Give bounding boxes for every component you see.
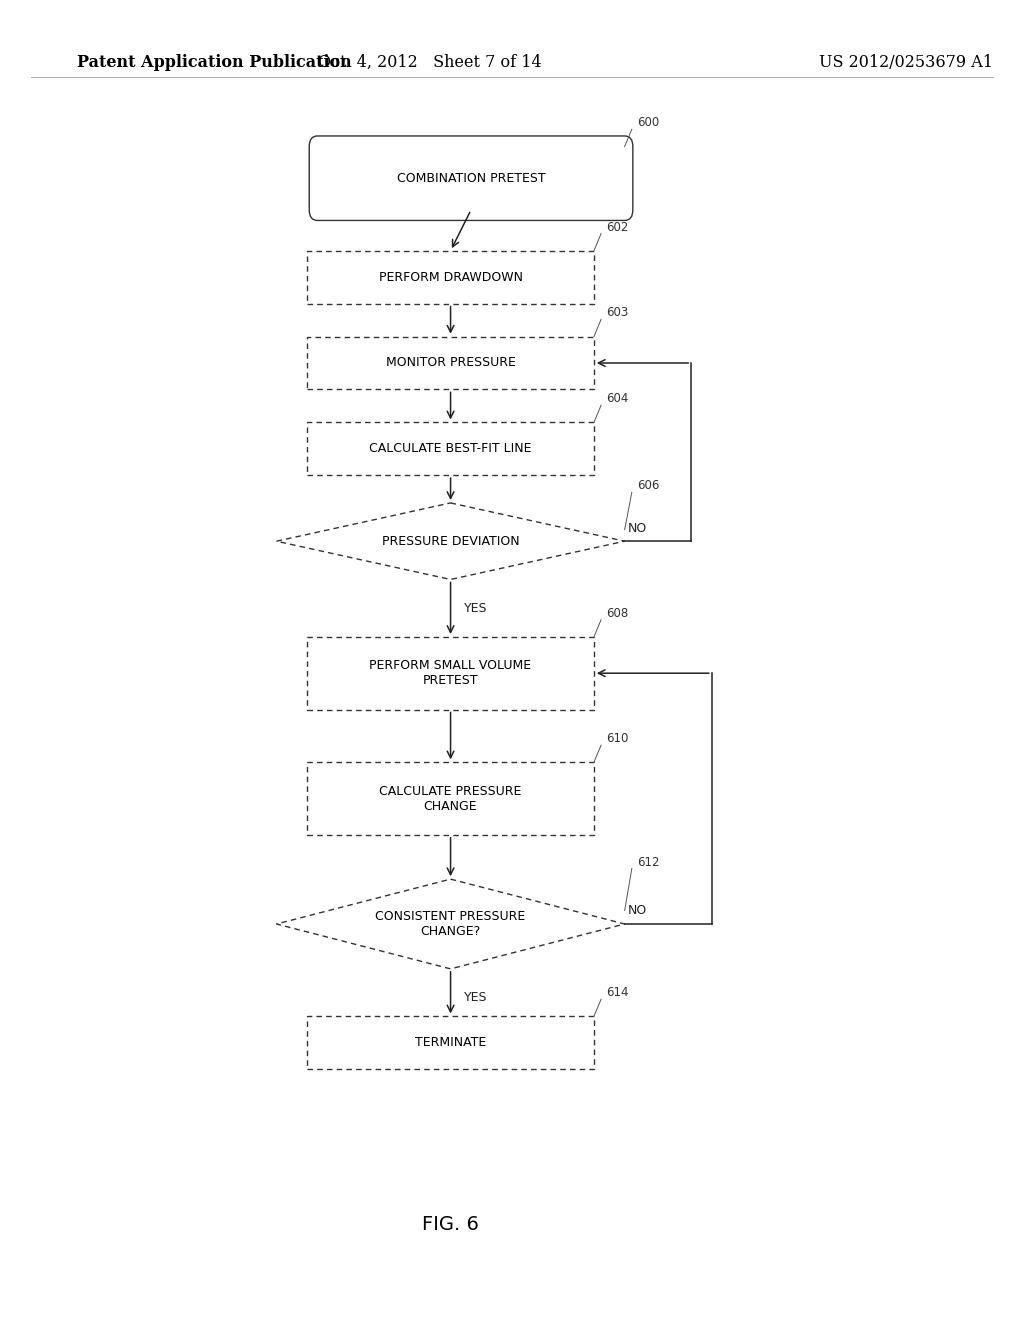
Text: CALCULATE BEST-FIT LINE: CALCULATE BEST-FIT LINE xyxy=(370,442,531,455)
Polygon shape xyxy=(276,503,625,579)
FancyBboxPatch shape xyxy=(307,638,594,710)
Polygon shape xyxy=(276,879,625,969)
Text: CONSISTENT PRESSURE
CHANGE?: CONSISTENT PRESSURE CHANGE? xyxy=(376,909,525,939)
Text: 608: 608 xyxy=(606,607,629,620)
Text: Oct. 4, 2012   Sheet 7 of 14: Oct. 4, 2012 Sheet 7 of 14 xyxy=(318,54,542,70)
Text: 610: 610 xyxy=(606,733,629,744)
Text: YES: YES xyxy=(464,602,487,615)
Text: 602: 602 xyxy=(606,220,629,234)
Text: YES: YES xyxy=(464,991,487,1005)
Text: 600: 600 xyxy=(637,116,659,129)
Text: PERFORM SMALL VOLUME
PRETEST: PERFORM SMALL VOLUME PRETEST xyxy=(370,659,531,688)
FancyBboxPatch shape xyxy=(309,136,633,220)
FancyBboxPatch shape xyxy=(307,763,594,836)
Text: PRESSURE DEVIATION: PRESSURE DEVIATION xyxy=(382,535,519,548)
Text: 606: 606 xyxy=(637,479,659,492)
Text: 614: 614 xyxy=(606,986,629,999)
Text: 603: 603 xyxy=(606,306,629,319)
FancyBboxPatch shape xyxy=(307,337,594,389)
Text: COMBINATION PRETEST: COMBINATION PRETEST xyxy=(396,172,546,185)
Text: FIG. 6: FIG. 6 xyxy=(422,1216,479,1234)
Text: NO: NO xyxy=(628,521,647,535)
FancyBboxPatch shape xyxy=(307,422,594,475)
Text: US 2012/0253679 A1: US 2012/0253679 A1 xyxy=(819,54,993,70)
FancyBboxPatch shape xyxy=(307,251,594,304)
Text: 612: 612 xyxy=(637,855,659,869)
Text: TERMINATE: TERMINATE xyxy=(415,1036,486,1049)
Text: NO: NO xyxy=(628,904,647,917)
Text: MONITOR PRESSURE: MONITOR PRESSURE xyxy=(386,356,515,370)
Text: PERFORM DRAWDOWN: PERFORM DRAWDOWN xyxy=(379,271,522,284)
Text: CALCULATE PRESSURE
CHANGE: CALCULATE PRESSURE CHANGE xyxy=(379,784,522,813)
Text: Patent Application Publication: Patent Application Publication xyxy=(77,54,351,70)
FancyBboxPatch shape xyxy=(307,1016,594,1069)
Text: 604: 604 xyxy=(606,392,629,405)
